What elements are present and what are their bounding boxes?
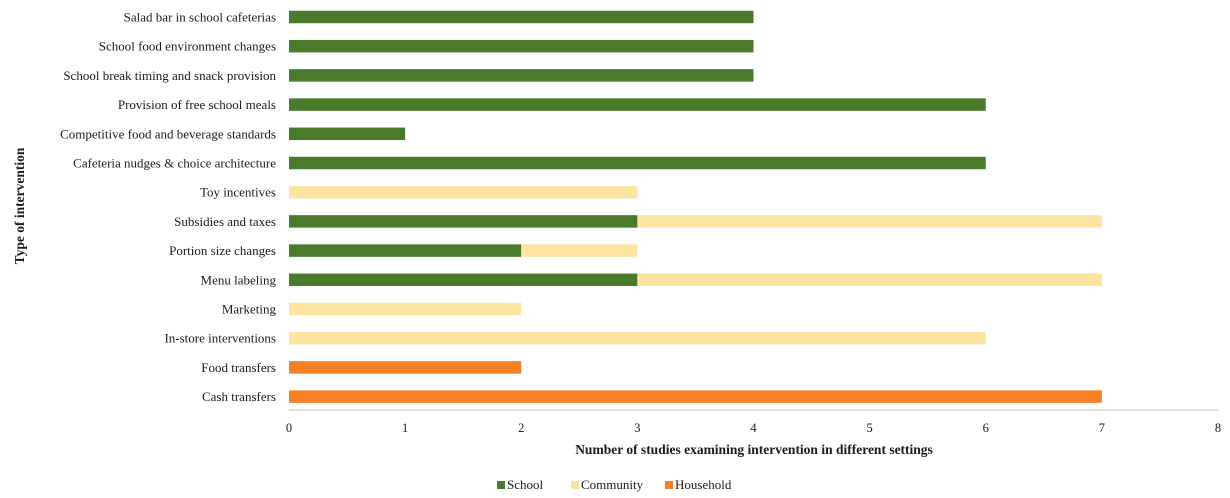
bar-community-7: [637, 215, 1102, 228]
category-label: Food transfers: [201, 360, 276, 375]
legend-label-household: Household: [675, 477, 732, 492]
category-label: Cash transfers: [202, 389, 276, 404]
bar-school-7: [289, 215, 638, 228]
x-tick-label: 0: [286, 421, 292, 435]
category-label: Marketing: [222, 302, 277, 317]
bar-school-4: [289, 127, 406, 141]
legend-swatch-household: [665, 481, 673, 489]
bar-household-12: [289, 361, 522, 374]
category-label: School break timing and snack provision: [63, 68, 276, 83]
bar-school-9: [289, 273, 638, 287]
category-label: Competitive food and beverage standards: [60, 126, 276, 141]
bar-community-6: [289, 185, 638, 199]
bar-school-2: [289, 69, 754, 82]
category-label: School food environment changes: [99, 39, 276, 54]
category-label: Menu labeling: [201, 272, 277, 287]
x-tick-labels: 0 1 2 3 4 5 6 7 8: [286, 421, 1221, 435]
x-tick-label: 6: [983, 421, 989, 435]
legend-label-community: Community: [581, 477, 644, 492]
category-label: In-store interventions: [164, 331, 276, 346]
legend-label-school: School: [507, 477, 544, 492]
legend: School Community Household: [497, 477, 732, 492]
bar-community-11: [289, 331, 986, 345]
legend-swatch-community: [571, 481, 579, 489]
category-labels: Salad bar in school cafeterias School foo…: [60, 10, 276, 405]
category-label: Provision of free school meals: [118, 97, 276, 112]
bar-household-13: [289, 390, 1102, 403]
category-label: Portion size changes: [169, 243, 276, 258]
category-label: Salad bar in school cafeterias: [124, 10, 276, 25]
x-tick-label: 7: [1099, 421, 1105, 435]
legend-swatch-school: [497, 481, 505, 489]
bars-layer: [289, 10, 1102, 403]
x-tick-label: 4: [750, 421, 757, 435]
x-tick-label: 1: [402, 421, 408, 435]
y-axis-title: Type of intervention: [12, 147, 27, 264]
category-label: Cafeteria nudges & choice architecture: [73, 156, 276, 171]
x-tick-label: 5: [867, 421, 873, 435]
bar-school-0: [289, 10, 754, 24]
x-tick-label: 3: [634, 421, 640, 435]
bar-school-3: [289, 98, 986, 111]
x-axis-title: Number of studies examining intervention…: [575, 442, 933, 457]
bar-community-8: [521, 244, 638, 257]
category-label: Subsidies and taxes: [174, 214, 276, 229]
bar-community-10: [289, 302, 522, 316]
bar-school-8: [289, 244, 522, 257]
category-label: Toy incentives: [200, 185, 276, 200]
bar-school-5: [289, 156, 986, 170]
bar-community-9: [637, 273, 1102, 287]
x-tick-label: 8: [1215, 421, 1221, 435]
x-tick-label: 2: [518, 421, 524, 435]
bar-school-1: [289, 39, 754, 53]
